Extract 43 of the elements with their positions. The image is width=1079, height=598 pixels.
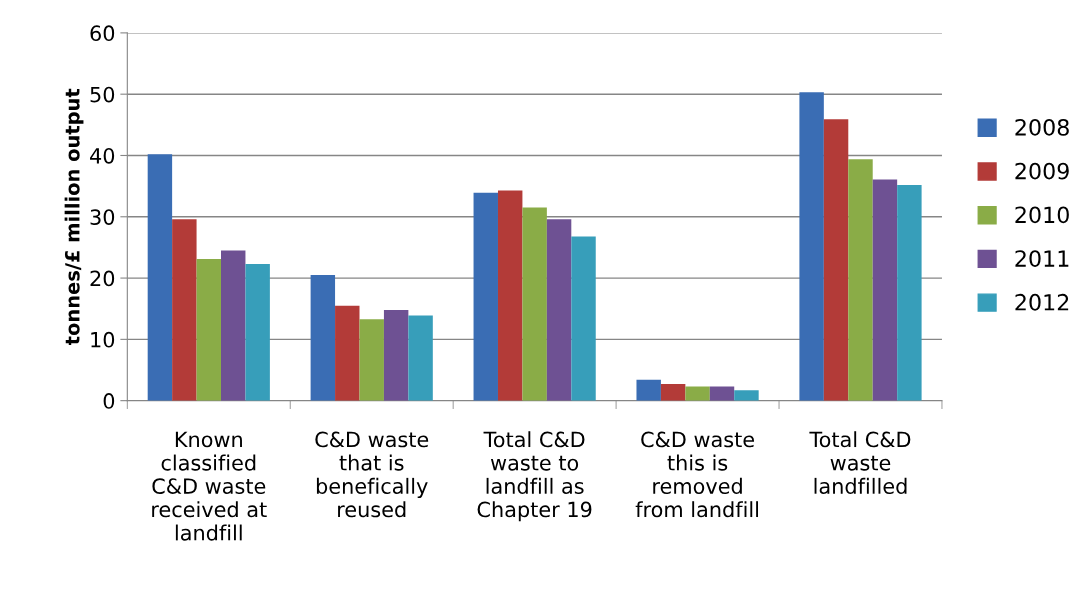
bar xyxy=(897,184,922,401)
x-tick-label: Total C&D waste to landfill as Chapter 19 xyxy=(477,431,592,522)
y-tick-label: 20 xyxy=(90,270,115,287)
bar xyxy=(636,379,661,401)
legend-label: 2012 xyxy=(1015,293,1069,311)
bar xyxy=(546,219,572,401)
bar xyxy=(147,154,173,401)
bar xyxy=(660,384,686,401)
y-axis-title: tonnes/£ million output xyxy=(64,88,84,345)
bar xyxy=(335,305,360,401)
bar xyxy=(734,390,759,401)
bar xyxy=(310,275,336,401)
bar xyxy=(709,386,735,401)
bar xyxy=(245,263,270,401)
bar xyxy=(473,192,498,401)
y-tick-label: 0 xyxy=(103,393,115,409)
bar xyxy=(172,219,197,401)
bar xyxy=(823,119,849,401)
legend-label: 2010 xyxy=(1015,206,1069,224)
bar xyxy=(848,159,873,401)
bar xyxy=(685,386,710,401)
legend-label: 2008 xyxy=(1015,118,1069,136)
y-tick-label: 30 xyxy=(90,209,115,225)
legend-label: 2009 xyxy=(1015,162,1069,180)
bar xyxy=(221,250,246,401)
y-tick-label: 60 xyxy=(90,25,115,42)
x-tick-label: Known classified C&D waste received at landfill xyxy=(152,431,267,541)
bar xyxy=(522,207,547,401)
bar xyxy=(571,236,596,401)
y-tick-label: 40 xyxy=(90,147,115,164)
bar xyxy=(408,315,433,401)
bar xyxy=(872,179,898,401)
bar xyxy=(799,92,824,401)
legend-label: 2011 xyxy=(1015,250,1069,267)
bar xyxy=(383,309,409,401)
y-tick-label: 10 xyxy=(91,331,115,348)
y-tick-label: 50 xyxy=(90,86,115,103)
x-tick-label: Total C&D waste landfilled xyxy=(809,431,911,494)
x-tick-label: C&D waste this is removed from landfill xyxy=(635,431,759,518)
bar xyxy=(359,319,384,401)
bar xyxy=(196,259,222,401)
bar xyxy=(497,190,523,401)
x-tick-label: C&D waste that is benefically reused xyxy=(315,431,429,518)
